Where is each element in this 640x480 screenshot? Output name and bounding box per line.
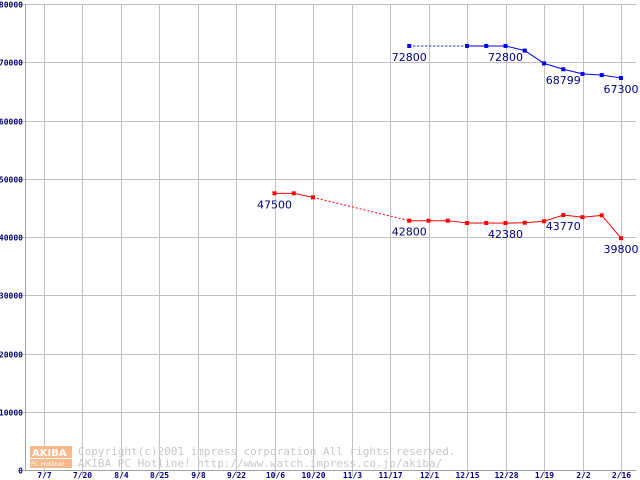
x-tick-label: 10/20 <box>301 471 325 480</box>
data-point <box>503 43 508 48</box>
data-point <box>561 67 566 72</box>
x-tick-label: 1/19 <box>535 471 554 480</box>
x-tick-label: 8/4 <box>114 471 129 480</box>
series-layer: 72800 72800 68799 67300 47500 42800 42380 43770… <box>257 43 639 256</box>
y-tick-label: 70000 <box>0 59 23 68</box>
data-point <box>561 213 566 218</box>
data-point <box>311 195 315 200</box>
y-tick-label: 60000 <box>0 118 23 127</box>
series-segment <box>582 73 602 76</box>
series-red: 47500 42800 42380 43770 39800 <box>257 191 639 256</box>
logo-bottom-box <box>30 459 72 468</box>
y-tick-label: 50000 <box>0 176 23 185</box>
data-point <box>445 218 450 223</box>
data-point <box>599 73 604 78</box>
data-point <box>407 218 412 223</box>
data-point <box>619 236 623 241</box>
data-point <box>580 71 585 76</box>
logo-top-text: AKIBA <box>32 448 67 459</box>
x-tick-label: 10/6 <box>266 471 285 480</box>
watermark: AKIBA PC Hotline! Copyright(c)2001 impre… <box>30 445 456 470</box>
data-point <box>503 221 508 226</box>
y-tick-label: 20000 <box>0 351 23 360</box>
data-label: 39800 <box>604 243 639 256</box>
data-point <box>291 191 296 196</box>
data-point <box>599 213 604 218</box>
series-segment <box>293 192 314 198</box>
x-tick-label: 2/2 <box>576 471 591 480</box>
x-tick-label: 2/16 <box>612 471 631 480</box>
data-label: 68799 <box>546 74 581 87</box>
x-tick-label: 7/20 <box>73 471 92 480</box>
series-segment <box>601 74 622 79</box>
data-point <box>542 219 546 224</box>
series-segment <box>524 220 545 224</box>
site-url-text: AKIBA PC Hotline! http://www.watch.impre… <box>78 457 442 470</box>
data-point <box>484 43 489 48</box>
series-segment <box>524 50 545 64</box>
copyright-text: Copyright(c)2001 impress corporation All… <box>78 445 456 458</box>
data-label: 42800 <box>392 226 427 239</box>
data-label: 47500 <box>257 198 292 211</box>
y-tick-label: 40000 <box>0 234 23 243</box>
x-tick-label: 12/15 <box>455 471 479 480</box>
y-tick-label: 80000 <box>0 1 23 10</box>
x-tick-label: 8/25 <box>150 471 169 480</box>
series-segment <box>505 45 525 52</box>
data-point <box>580 215 585 220</box>
data-point <box>619 75 623 80</box>
series-segment <box>563 68 583 75</box>
data-point <box>522 220 527 225</box>
series-segment <box>447 220 468 224</box>
data-point <box>272 191 277 196</box>
data-label: 67300 <box>604 83 639 96</box>
series-segment <box>601 215 622 239</box>
data-label: 72800 <box>392 51 427 64</box>
x-tick-label: 11/3 <box>343 471 362 480</box>
x-tick-label: 12/28 <box>494 471 518 480</box>
data-label: 72800 <box>488 51 523 64</box>
data-label: 42380 <box>488 228 523 241</box>
data-point <box>465 43 469 48</box>
y-tick-label: 10000 <box>0 409 23 418</box>
y-tick-label: 30000 <box>0 292 23 301</box>
x-tick-label: 7/7 <box>37 471 52 480</box>
data-label: 43770 <box>546 220 581 233</box>
x-tick-label: 9/8 <box>191 471 206 480</box>
x-tick-label: 9/22 <box>227 471 246 480</box>
data-point <box>484 221 489 226</box>
data-point <box>542 61 546 66</box>
logo-bottom-text: PC Hotline! <box>31 461 64 468</box>
series-blue: 72800 72800 68799 67300 <box>392 43 639 96</box>
series-segment <box>543 214 564 222</box>
x-tick-label: 11/17 <box>378 471 402 480</box>
logo-top-box <box>30 446 72 458</box>
series-segment <box>582 214 602 218</box>
data-point <box>465 221 469 226</box>
series-segment <box>543 62 564 70</box>
x-tick-label: 12/1 <box>420 471 439 480</box>
data-point <box>407 43 412 48</box>
y-tick-label: 0 <box>18 467 23 476</box>
grid <box>25 4 636 476</box>
series-segment <box>312 196 410 222</box>
data-point <box>426 218 431 223</box>
series-segment <box>563 214 583 218</box>
data-point <box>522 48 527 53</box>
